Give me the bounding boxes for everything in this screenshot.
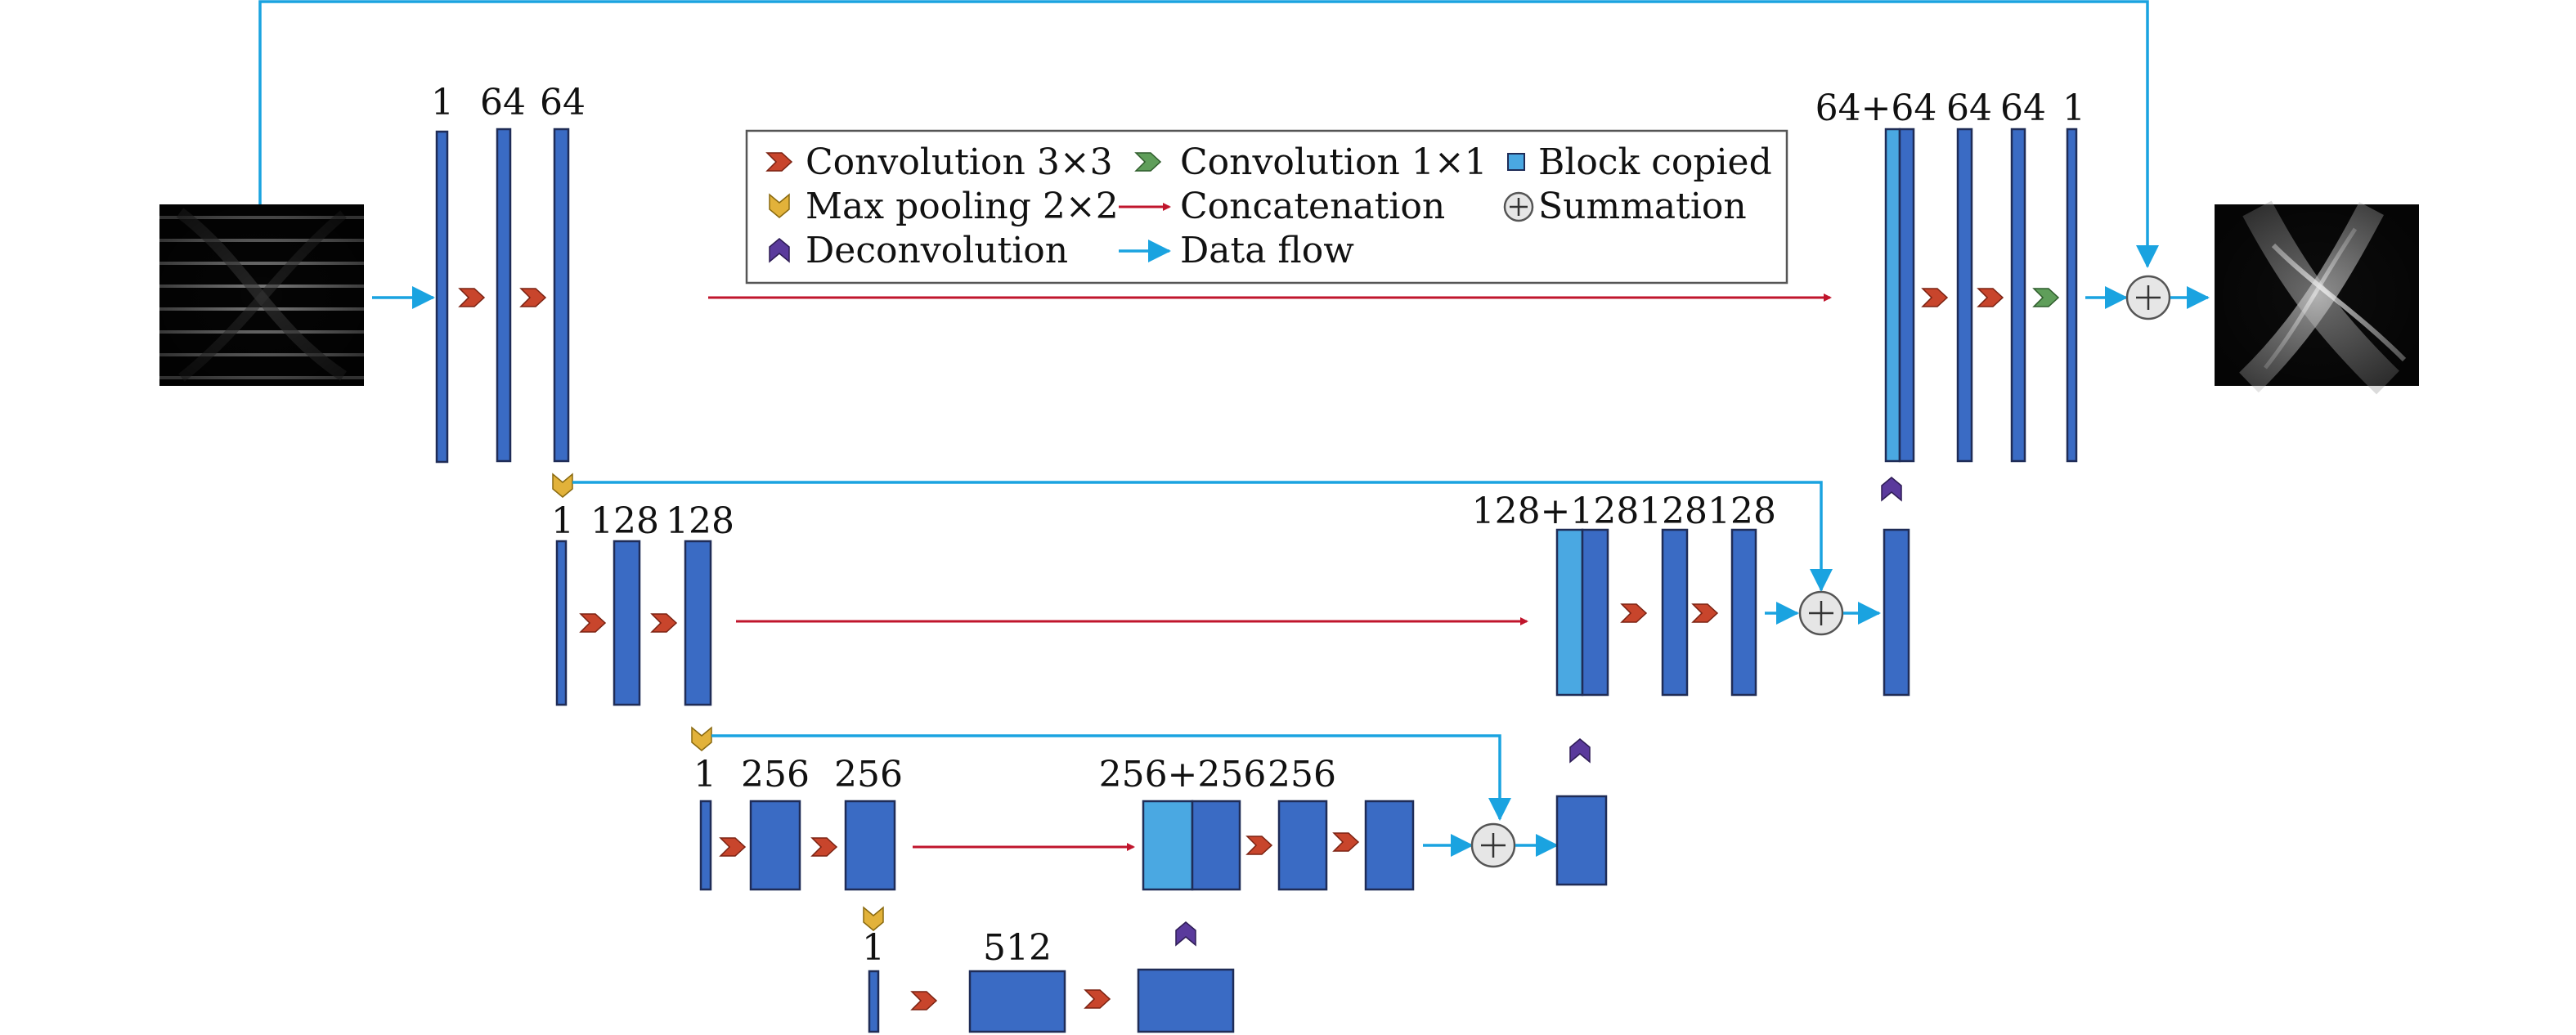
conv3-arrow-icon <box>1977 288 2004 307</box>
skip-flow-l3 <box>711 734 1511 821</box>
label-l1-in: 1 <box>431 82 454 123</box>
label-l2-b: 128 <box>666 500 734 542</box>
label-l1-c: 64 <box>1946 87 1992 129</box>
conv3-arrow-icon <box>580 613 606 633</box>
label-l4-in: 1 <box>862 927 885 969</box>
block-l1-in <box>435 130 449 464</box>
label-l2-c: 128 <box>1639 491 1708 532</box>
conv3-arrow-icon <box>1084 989 1111 1009</box>
output-reconstructed-image <box>2215 200 2419 395</box>
skip-flow-l2 <box>572 481 1833 592</box>
conv3-arrow-icon <box>1621 603 1647 623</box>
legend-copied: Block copied <box>1538 141 1772 183</box>
label-l2-in: 1 <box>551 500 574 542</box>
block-l3-c <box>1277 800 1328 891</box>
conv3-arrow-icon <box>1333 832 1359 852</box>
block-l3-up-result <box>1555 795 1608 886</box>
level4-bottleneck: 1 512 <box>862 927 1235 1033</box>
input-sinogram-image <box>159 204 364 386</box>
block-l1-b <box>553 128 570 463</box>
summation-icon <box>2125 275 2171 320</box>
legend-deconv: Deconvolution <box>806 230 1068 271</box>
deconv-icon <box>1175 921 1196 946</box>
label-l2-d: 128 <box>1708 491 1776 532</box>
block-l2-b <box>684 540 712 706</box>
block-l4-in <box>868 970 880 1033</box>
block-l2-copied <box>1555 528 1584 697</box>
legend-maxpool: Max pooling 2×2 <box>806 186 1119 227</box>
label-l1-out: 1 <box>2062 87 2085 129</box>
legend: Convolution 3×3 Convolution 1×1 Block co… <box>745 129 1788 285</box>
deconv-icon <box>1569 738 1591 763</box>
summation-icon <box>1470 822 1516 868</box>
label-l1-a: 64 <box>480 82 526 123</box>
conv3-arrow-icon <box>720 837 746 857</box>
conv3-arrow-icon <box>1922 288 1948 307</box>
label-l1-b: 64 <box>540 82 586 123</box>
block-l4-b <box>1137 968 1235 1033</box>
block-copied-icon <box>1507 153 1525 171</box>
block-l1-a <box>496 128 512 463</box>
level3-decoder: 256+256 256 <box>1099 754 1415 891</box>
conv3-arrow-icon <box>811 837 837 857</box>
conv3-arrow-icon <box>459 288 485 307</box>
block-l3-a <box>749 800 801 891</box>
level1-encoder: 1 64 64 <box>431 82 586 464</box>
label-l2-a: 128 <box>590 500 659 542</box>
block-l1-upsampled <box>1898 128 1915 463</box>
label-l3-a: 256 <box>741 754 810 795</box>
block-l2-upsampled <box>1581 528 1609 697</box>
block-l2-d <box>1730 528 1757 697</box>
maxpool-icon <box>691 727 712 751</box>
block-l2-up-result <box>1883 528 1910 697</box>
block-l2-in <box>555 540 568 706</box>
label-l3-in: 1 <box>693 754 716 795</box>
legend-conv1: Convolution 1×1 <box>1180 141 1488 183</box>
block-l2-c <box>1661 528 1689 697</box>
maxpool-icon <box>552 473 573 498</box>
legend-summation: Summation <box>1538 186 1747 227</box>
block-l3-upsampled <box>1191 800 1241 891</box>
block-l3-b <box>844 800 896 891</box>
level2-decoder: 128+128 128 128 <box>1472 491 1776 697</box>
conv3-arrow-icon <box>911 991 937 1010</box>
conv1-arrow-icon <box>2033 288 2059 307</box>
block-l3-copied <box>1142 800 1194 891</box>
legend-concat: Concatenation <box>1180 186 1445 227</box>
label-l3-b: 256 <box>834 754 903 795</box>
label-l2-cat: 128+128 <box>1472 491 1640 532</box>
block-l1-c <box>1956 128 1973 463</box>
label-l3-cat: 256+256 <box>1099 754 1267 795</box>
conv3-arrow-icon <box>1246 836 1272 855</box>
top-skip-flow <box>258 0 2159 268</box>
level2-encoder: 1 128 128 <box>551 500 734 706</box>
label-l1-d: 64 <box>2000 87 2046 129</box>
block-l1-copied <box>1884 128 1901 463</box>
level1-decoder: 64+64 64 64 1 <box>1815 87 2085 463</box>
summation-icon <box>1503 191 1534 222</box>
label-l4-a: 512 <box>983 927 1052 969</box>
block-l1-out <box>2066 128 2078 463</box>
legend-conv3: Convolution 3×3 <box>806 141 1113 183</box>
deconv-icon <box>1881 477 1902 501</box>
block-l3-d <box>1364 800 1415 891</box>
block-l2-a <box>613 540 641 706</box>
conv3-arrow-icon <box>520 288 546 307</box>
label-l3-c: 256 <box>1268 754 1336 795</box>
conv3-arrow-icon <box>1692 603 1718 623</box>
label-l1-cat: 64+64 <box>1815 87 1937 129</box>
conv3-arrow-icon <box>651 613 677 633</box>
block-l3-in <box>699 800 712 891</box>
block-l4-a <box>968 970 1066 1033</box>
block-l1-d <box>2010 128 2026 463</box>
summation-icon <box>1798 590 1844 636</box>
level3-encoder: 1 256 256 <box>693 754 903 891</box>
legend-box <box>745 129 1788 285</box>
legend-dataflow: Data flow <box>1180 230 1354 271</box>
